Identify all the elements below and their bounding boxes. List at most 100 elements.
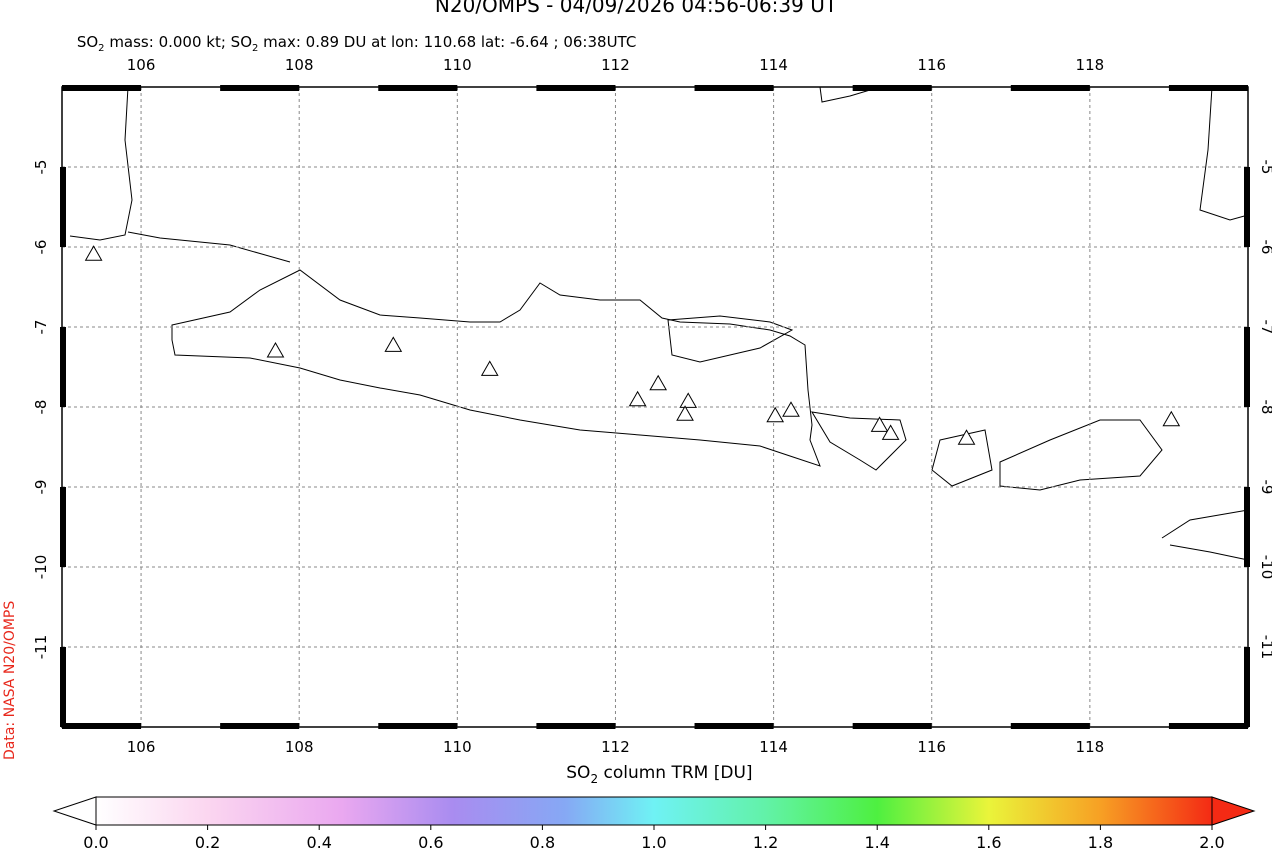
colorbar-tick-label: 0.0 <box>83 833 108 852</box>
border-band <box>378 85 458 91</box>
volcano-marker <box>881 424 900 440</box>
x-tick-label-bottom: 106 <box>127 738 156 756</box>
border-band <box>852 723 932 729</box>
y-tick-label-left: -6 <box>32 240 50 255</box>
subtitle-part: max: 0.89 DU at lon: 110.68 lat: -6.64 ;… <box>258 33 636 51</box>
volcano-marker <box>679 392 698 408</box>
x-tick-label-bottom: 108 <box>285 738 314 756</box>
coast-bali <box>811 411 907 471</box>
border-band <box>1168 85 1248 91</box>
coast-madura <box>667 315 794 363</box>
volcano-marker <box>480 360 499 376</box>
coast-flores <box>1161 509 1249 561</box>
volcano-marker <box>870 416 889 432</box>
border-band <box>1010 723 1090 729</box>
x-tick-label-bottom: 116 <box>917 738 946 756</box>
y-tick-label-right: -7 <box>1258 320 1272 335</box>
x-tick-label-bottom: 114 <box>759 738 788 756</box>
x-tick-label-top: 112 <box>601 56 630 74</box>
colorbar-label: SO2 column TRM [DU] <box>539 763 769 786</box>
colorbar-tick-label: 1.4 <box>864 833 889 852</box>
border-band <box>1244 167 1250 247</box>
subtitle: SO2 mass: 0.000 kt; SO2 max: 0.89 DU at … <box>53 33 651 54</box>
volcano-marker <box>766 406 785 423</box>
colorbar-tick-label: 0.2 <box>195 833 220 852</box>
volcano-marker <box>957 429 976 445</box>
volcano-marker <box>384 336 403 352</box>
volcano-marker <box>782 401 800 417</box>
border-band <box>220 723 300 729</box>
subtitle-part: SO <box>77 33 98 51</box>
border-band <box>536 723 616 729</box>
colorbar-over-arrow <box>1211 796 1256 826</box>
subtitle-part: mass: 0.000 kt; SO <box>105 33 252 51</box>
x-tick-label-bottom: 118 <box>1076 738 1105 756</box>
colorbar <box>95 796 1213 826</box>
border-band <box>378 723 458 729</box>
x-tick-label-top: 114 <box>759 56 788 74</box>
border-band <box>694 723 774 729</box>
volcano-marker <box>649 374 668 391</box>
y-tick-label-right: -9 <box>1258 480 1272 495</box>
colorbar-tick-label: 0.8 <box>530 833 555 852</box>
coast-sumatra <box>69 86 291 263</box>
border-band <box>1010 85 1090 91</box>
volcano-marker <box>1162 410 1181 427</box>
y-tick-label-right: -11 <box>1258 635 1272 660</box>
subtitle-sub: 2 <box>98 43 104 54</box>
map-background <box>62 87 1248 727</box>
coast-sumbawa <box>999 419 1163 491</box>
border-band <box>1244 647 1250 727</box>
colorbar-tick-label: 1.0 <box>641 833 666 852</box>
y-tick-label-right: -5 <box>1258 160 1272 175</box>
colorbar-tick-label: 1.8 <box>1088 833 1113 852</box>
title: N20/OMPS - 04/09/2026 04:56-06:39 UT <box>435 0 838 17</box>
y-tick-label-right: -8 <box>1258 400 1272 415</box>
colorbar-tick-label: 1.6 <box>976 833 1001 852</box>
y-tick-label-left: -8 <box>32 400 50 415</box>
border-band <box>60 167 66 247</box>
volcano-marker <box>84 245 103 261</box>
colorbar-label-part: column TRM [DU] <box>598 763 752 783</box>
x-tick-label-top: 110 <box>443 56 472 74</box>
y-tick-label-right: -10 <box>1258 555 1272 580</box>
coastlines <box>69 86 1249 561</box>
colorbar-tick-label: 0.6 <box>418 833 443 852</box>
border-band <box>62 85 142 91</box>
colorbar-label-part: SO <box>566 763 590 783</box>
coast-java <box>171 269 821 467</box>
colorbar-tick-label: 1.2 <box>753 833 778 852</box>
border-band <box>60 487 66 567</box>
y-tick-label-left: -5 <box>32 160 50 175</box>
x-tick-label-bottom: 112 <box>601 738 630 756</box>
y-tick-label-left: -7 <box>32 320 50 335</box>
x-tick-label-top: 118 <box>1076 56 1105 74</box>
colorbar-label-sub: 2 <box>590 772 598 786</box>
y-tick-label-left: -9 <box>32 480 50 495</box>
credit: Data: NASA N20/OMPS <box>2 601 18 760</box>
x-tick-label-top: 106 <box>127 56 156 74</box>
border-band <box>1244 487 1250 567</box>
x-tick-label-top: 108 <box>285 56 314 74</box>
coast-borneo <box>819 86 881 103</box>
border-band <box>60 327 66 407</box>
y-tick-label-left: -11 <box>32 635 50 660</box>
border-band <box>694 85 774 91</box>
coast-lombok <box>931 429 993 487</box>
colorbar-tick-label: 0.4 <box>306 833 331 852</box>
map-plot <box>60 85 1250 729</box>
volcano-marker <box>266 341 285 358</box>
y-tick-label-left: -10 <box>32 555 50 580</box>
x-tick-label-top: 116 <box>917 56 946 74</box>
volcano-marker <box>628 390 647 407</box>
colorbar-tick-label: 2.0 <box>1199 833 1224 852</box>
border-band <box>62 723 142 729</box>
border-band <box>1244 327 1250 407</box>
x-tick-label-bottom: 110 <box>443 738 472 756</box>
volcano-marker <box>676 405 694 421</box>
coast-sulawesi <box>1199 86 1249 221</box>
border-band <box>220 85 300 91</box>
y-tick-label-right: -6 <box>1258 240 1272 255</box>
border-band <box>1168 723 1248 729</box>
